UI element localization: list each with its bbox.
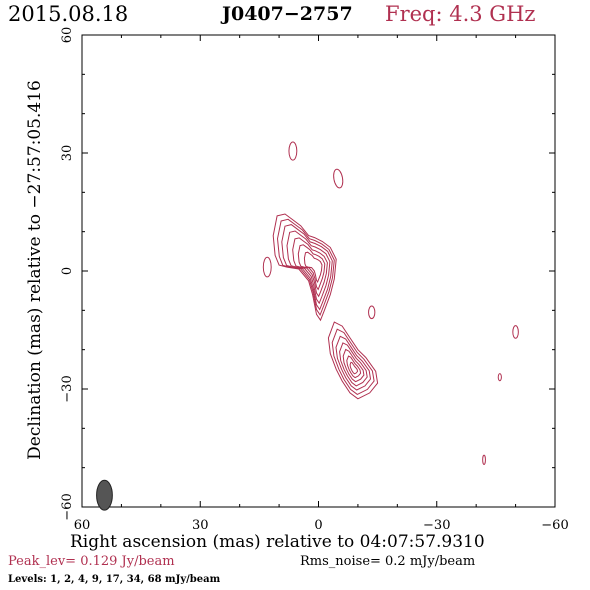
contour-jet-level-4 (339, 342, 368, 387)
contour-blob (497, 373, 502, 382)
contour-jet-level-2 (331, 328, 375, 395)
x-axis-label: Right ascension (mas) relative to 04:07:… (70, 532, 485, 552)
y-tick-label: 0 (60, 267, 75, 275)
frequency-label: Freq: 4.3 GHz (385, 2, 536, 26)
y-tick-label: −30 (60, 375, 75, 402)
contour-core-level-3 (281, 224, 333, 311)
contour-core-level-5 (292, 237, 328, 298)
contour-blob (368, 305, 376, 320)
contour-core-level-6 (297, 244, 326, 291)
x-tick-label: −30 (423, 518, 450, 533)
y-tick-label: 30 (60, 145, 75, 162)
plot-frame (81, 34, 556, 508)
contour-core-level-4 (286, 230, 331, 305)
x-tick-label: 30 (192, 518, 209, 533)
y-tick-label: 60 (60, 27, 75, 44)
y-axis-label: Declination (mas) relative to −27:57:05.… (25, 80, 45, 460)
contour-jet-level-1 (327, 321, 379, 400)
contour-blob (512, 325, 519, 339)
peak-level: Peak_lev= 0.129 Jy/beam (8, 554, 175, 569)
contour-core-level-7 (303, 251, 323, 283)
source-name: J0407−2757 (222, 3, 353, 25)
contour-jet-level-7 (349, 361, 359, 375)
rms-noise: Rms_noise= 0.2 mJy/beam (300, 554, 476, 569)
contour-blob (288, 141, 298, 161)
contour-core-level-2 (276, 218, 335, 316)
contour-jet-level-6 (346, 355, 362, 379)
contour-core-level-1 (272, 213, 337, 322)
contour-jet-level-3 (335, 335, 372, 391)
observation-date: 2015.08.18 (8, 2, 129, 26)
contour-blob (482, 454, 486, 466)
contour-group (262, 141, 519, 466)
y-tick-label: −60 (60, 493, 75, 520)
contour-blob (262, 256, 272, 278)
contour-jet-level-5 (342, 348, 365, 383)
beam-ellipse (96, 479, 113, 511)
contour-blob (333, 168, 344, 189)
x-tick-label: −60 (541, 518, 568, 533)
x-tick-label: 0 (314, 518, 322, 533)
x-tick-label: 60 (74, 518, 91, 533)
contour-levels: Levels: 1, 2, 4, 9, 17, 34, 68 mJy/beam (8, 574, 221, 585)
